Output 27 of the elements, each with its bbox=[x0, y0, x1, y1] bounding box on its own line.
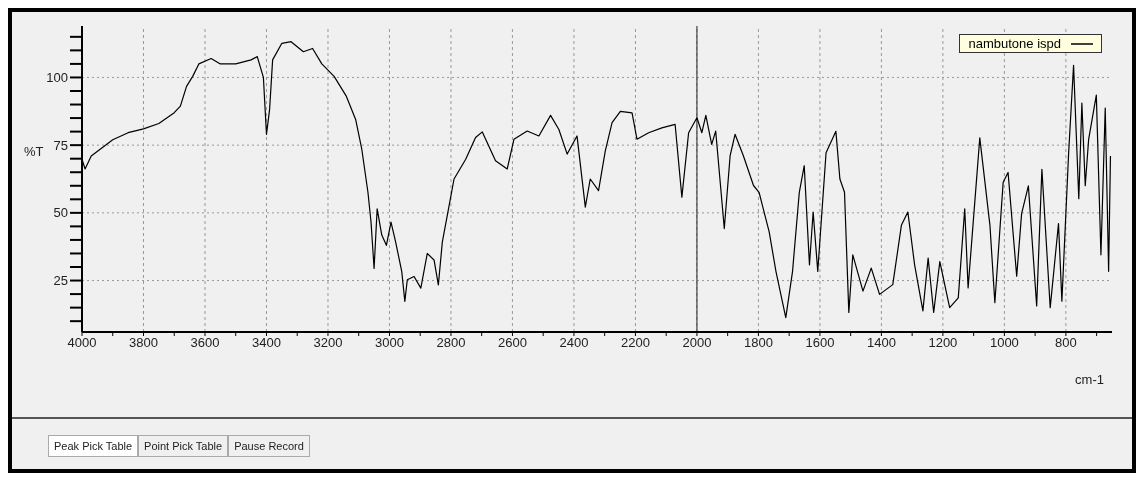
legend-label: nambutone ispd bbox=[968, 36, 1061, 51]
x-tick-label: 3000 bbox=[375, 335, 404, 351]
text: Peak Pick Table bbox=[48, 435, 139, 457]
x-tick-label: 1800 bbox=[743, 335, 773, 351]
x-tick-label: 2600 bbox=[497, 335, 527, 351]
text: Point Pick Table bbox=[138, 435, 229, 457]
y-tick-label: 100 bbox=[46, 70, 68, 86]
x-tick-label: 3200 bbox=[313, 335, 343, 351]
text: Pause Record bbox=[228, 435, 310, 457]
x-tick-label: 1400 bbox=[866, 335, 896, 351]
y-axis-title: %T bbox=[24, 143, 44, 159]
x-tick-label: 1200 bbox=[928, 335, 958, 351]
y-tick-label: 25 bbox=[53, 273, 68, 289]
x-tick-label: 1000 bbox=[989, 335, 1019, 351]
x-tick-label: 2000 bbox=[682, 335, 712, 351]
x-tick-label: 800 bbox=[1055, 335, 1077, 351]
x-tick-label: 2800 bbox=[436, 335, 466, 351]
x-tick-label: 3400 bbox=[252, 335, 281, 351]
x-axis-title: cm-1 bbox=[1075, 372, 1104, 387]
x-tick-label: 4000 bbox=[67, 335, 97, 351]
y-tick-label: 75 bbox=[53, 137, 68, 153]
x-tick-label: 2400 bbox=[559, 335, 589, 351]
y-tick-label: 50 bbox=[53, 205, 68, 221]
x-tick-label: 3600 bbox=[190, 335, 220, 351]
x-tick-label: 3800 bbox=[129, 335, 158, 351]
x-tick-label: 1600 bbox=[805, 335, 835, 351]
x-tick-label: 2200 bbox=[620, 335, 650, 351]
